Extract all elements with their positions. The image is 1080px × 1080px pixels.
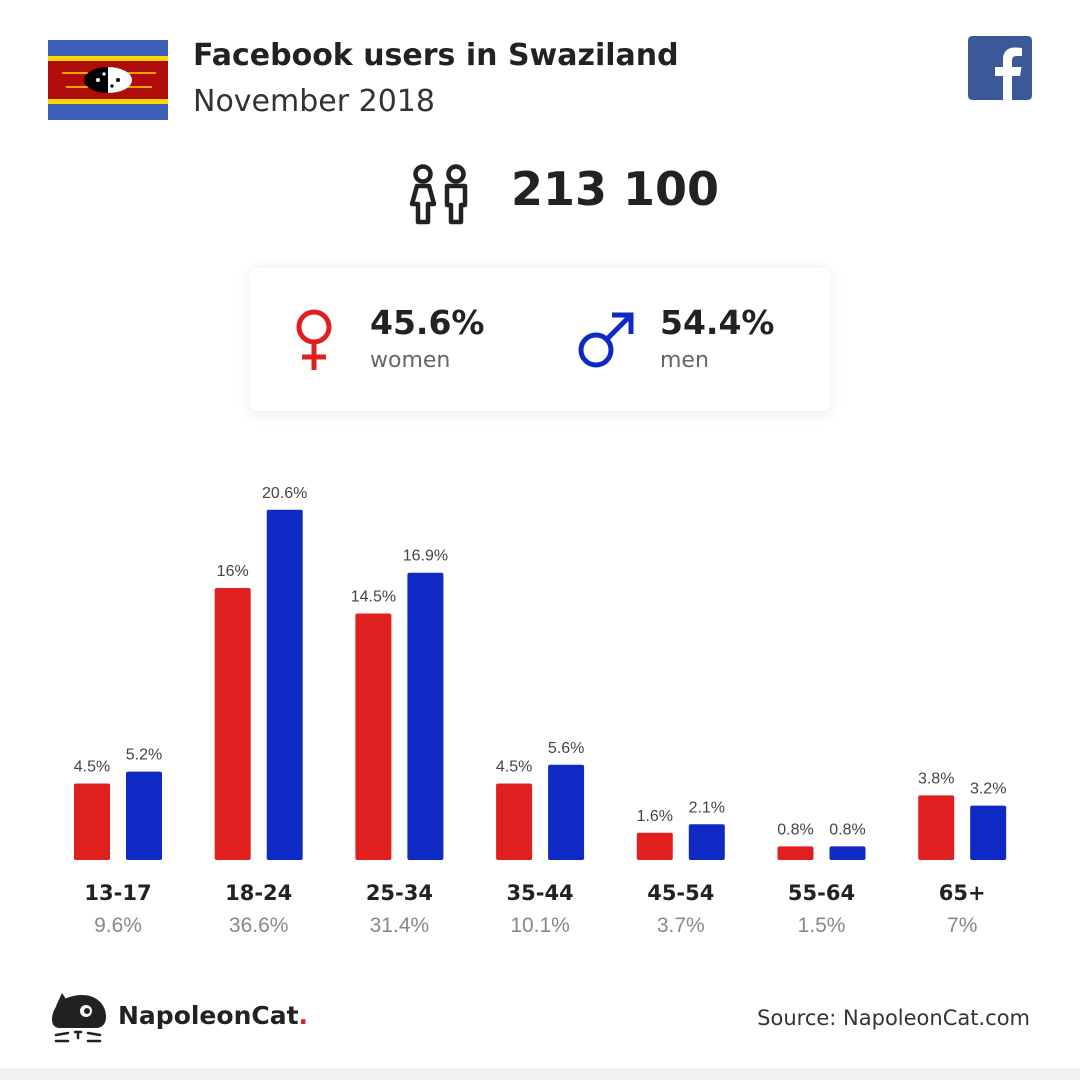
- women-bar: [636, 832, 673, 860]
- women-bar: [74, 783, 110, 860]
- age-distribution-chart: 4.5% 5.2% 13-17 9.6% 16% 20.6% 18-24 36.6% 14.5%…: [74, 485, 1007, 937]
- women-bar: [777, 846, 814, 860]
- women-value-label: 4.5%: [74, 759, 110, 776]
- men-bar: [688, 824, 725, 860]
- age-group-total: 10.1%: [510, 914, 570, 937]
- age-group-total: 3.7%: [657, 914, 705, 937]
- women-label: women: [370, 348, 451, 373]
- age-group-label: 13-17: [84, 881, 151, 905]
- age-group-label: 18-24: [225, 881, 292, 905]
- men-bar: [126, 771, 162, 860]
- men-bar: [970, 805, 1007, 860]
- women-bar: [918, 795, 955, 860]
- women-bar: [214, 588, 251, 860]
- men-bar: [407, 572, 444, 860]
- age-group-label: 45-54: [647, 881, 714, 905]
- women-value-label: 4.5%: [496, 759, 532, 776]
- men-percentage: 54.4%: [660, 303, 775, 342]
- page-subtitle: November 2018: [193, 84, 435, 119]
- men-value-label: 3.2%: [970, 781, 1006, 798]
- brand-text: NapoleonCat: [118, 1001, 299, 1030]
- men-label: men: [660, 348, 709, 373]
- age-group-total: 1.5%: [798, 914, 846, 937]
- age-group-label: 25-34: [366, 881, 433, 905]
- napoleoncat-logo-icon: [52, 993, 106, 1043]
- men-bar: [266, 509, 303, 860]
- brand-name: NapoleonCat.: [118, 1001, 308, 1030]
- age-group-total: 36.6%: [229, 914, 289, 937]
- women-value-label: 1.6%: [637, 808, 673, 825]
- footer-strip: [0, 1068, 1080, 1080]
- women-bar: [355, 613, 392, 860]
- swaziland-flag-icon: [48, 40, 168, 120]
- men-bar: [829, 846, 866, 860]
- source-note: Source: NapoleonCat.com: [757, 1006, 1030, 1030]
- women-bar: [496, 783, 533, 860]
- people-icon: [409, 164, 468, 225]
- age-group-total: 7%: [947, 914, 977, 937]
- men-value-label: 5.6%: [548, 740, 584, 757]
- age-group-total: 9.6%: [94, 914, 142, 937]
- women-value-label: 14.5%: [351, 589, 396, 606]
- facebook-icon: [968, 36, 1032, 100]
- men-value-label: 0.8%: [829, 821, 865, 838]
- page-title: Facebook users in Swaziland: [193, 38, 679, 73]
- men-bar: [548, 764, 585, 860]
- age-group-label: 35-44: [507, 881, 574, 905]
- age-group-label: 65+: [939, 881, 986, 905]
- age-group-total: 31.4%: [370, 914, 430, 937]
- women-value-label: 16%: [217, 563, 249, 580]
- women-value-label: 0.8%: [777, 821, 813, 838]
- brand-dot: .: [298, 1001, 309, 1030]
- female-symbol-icon: [296, 309, 332, 370]
- gender-split-card: 45.6% women 54.4% men: [250, 268, 830, 411]
- men-value-label: 20.6%: [262, 485, 307, 502]
- male-symbol-icon: [578, 312, 634, 368]
- men-value-label: 5.2%: [126, 747, 162, 764]
- men-value-label: 2.1%: [689, 799, 725, 816]
- men-value-label: 16.9%: [403, 548, 448, 565]
- women-percentage: 45.6%: [370, 303, 485, 342]
- age-group-label: 55-64: [788, 881, 855, 905]
- total-users-value: 213 100: [511, 162, 720, 216]
- women-value-label: 3.8%: [918, 770, 954, 787]
